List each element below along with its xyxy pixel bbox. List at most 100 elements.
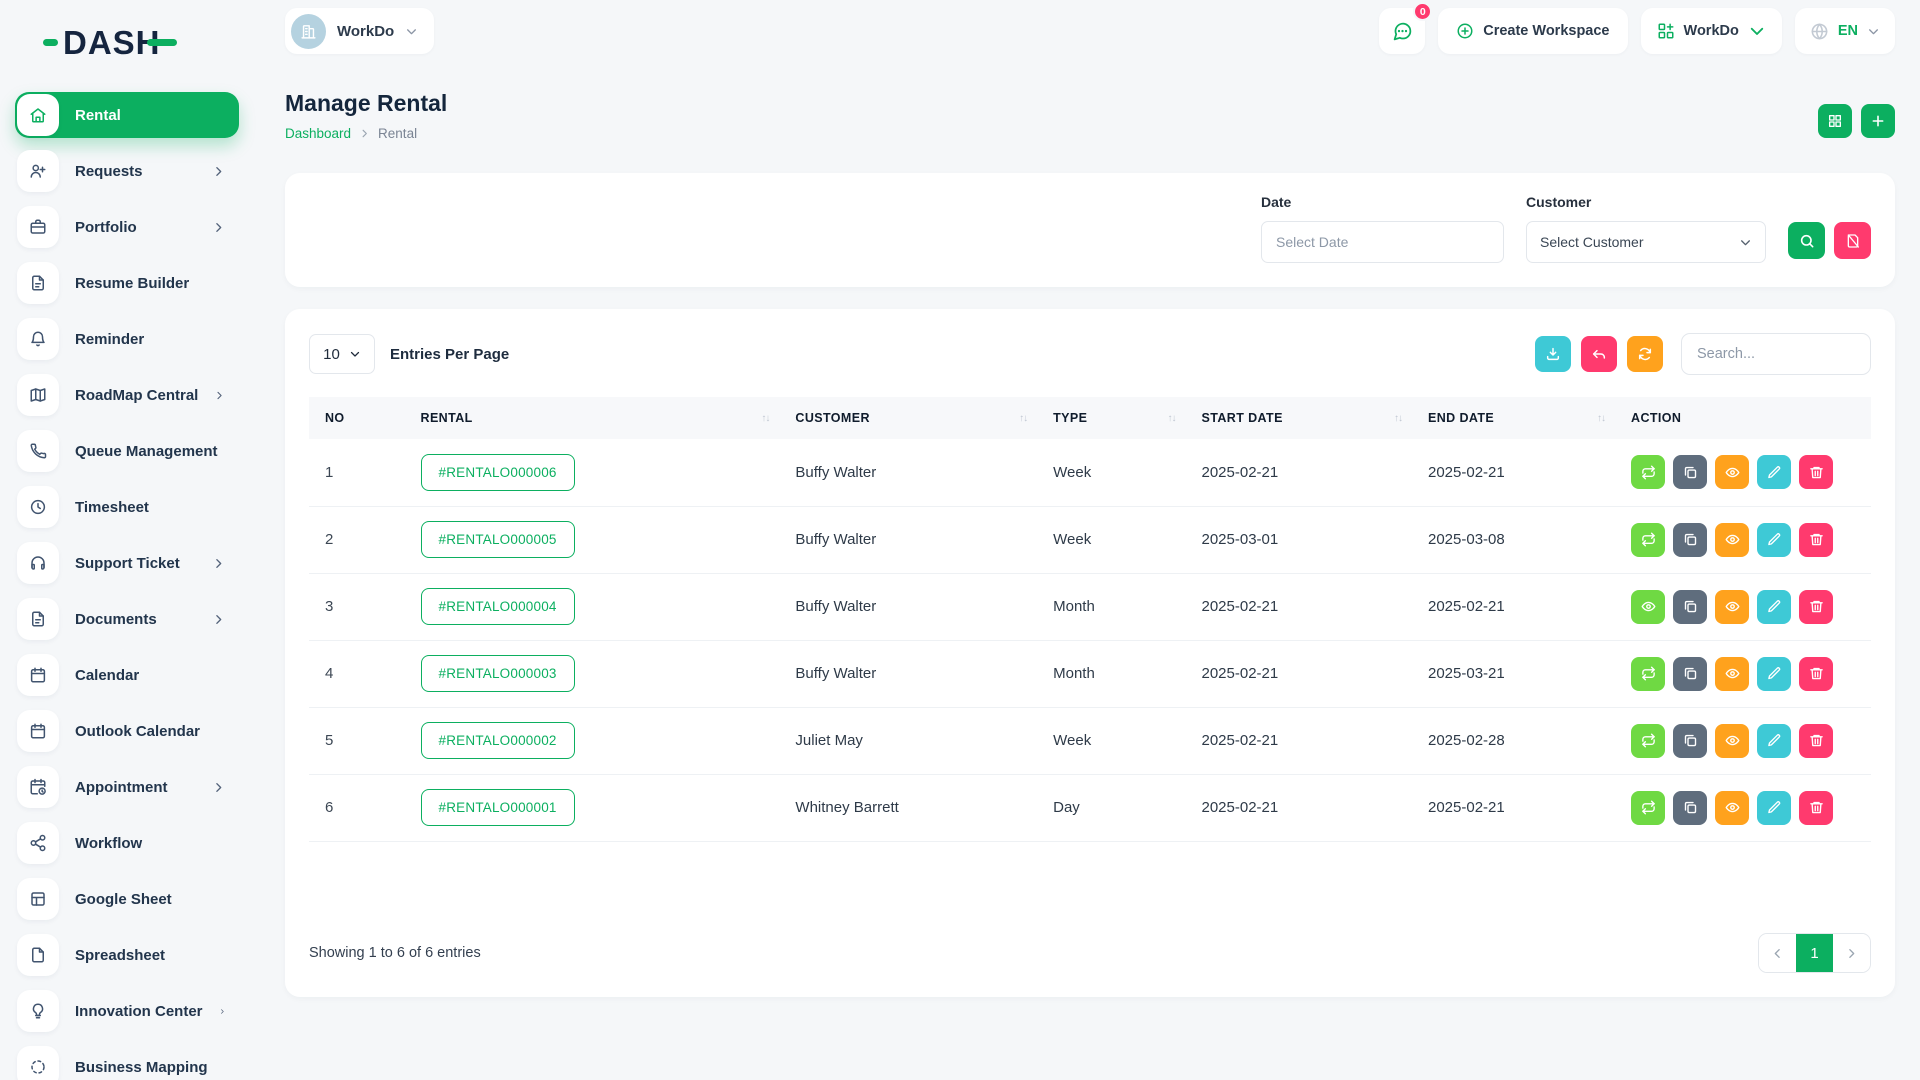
create-workspace-button[interactable]: Create Workspace xyxy=(1438,8,1627,54)
sidebar-item-spreadsheet[interactable]: Spreadsheet xyxy=(15,932,239,978)
sort-icon[interactable]: ↑↓ xyxy=(1597,413,1605,424)
headphones-icon xyxy=(17,542,59,584)
sort-icon[interactable]: ↑↓ xyxy=(1019,413,1027,424)
messages-button[interactable]: 0 xyxy=(1379,8,1425,54)
end-date-cell: 2025-03-21 xyxy=(1418,640,1621,707)
edit-button[interactable] xyxy=(1757,724,1791,758)
copy-icon xyxy=(1683,599,1698,614)
edit-button[interactable] xyxy=(1757,455,1791,489)
sidebar-item-rental[interactable]: Rental xyxy=(15,92,239,138)
duplicate-button[interactable] xyxy=(1673,455,1707,489)
sidebar-item-calendar[interactable]: Calendar xyxy=(15,652,239,698)
sidebar-item-requests[interactable]: Requests xyxy=(15,148,239,194)
table-row: 1 #RENTALO000006 Buffy Walter Week 2025-… xyxy=(309,439,1871,506)
logo-text: DASH xyxy=(63,26,161,59)
grid-plus-icon xyxy=(1657,22,1675,40)
workflow-icon xyxy=(17,822,59,864)
breadcrumb-dashboard-link[interactable]: Dashboard xyxy=(285,126,351,141)
convert-button[interactable] xyxy=(1631,724,1665,758)
delete-button[interactable] xyxy=(1799,791,1833,825)
rental-link[interactable]: #RENTALO000006 xyxy=(421,454,575,491)
delete-button[interactable] xyxy=(1799,455,1833,489)
sidebar-item-resume-builder[interactable]: Resume Builder xyxy=(15,260,239,306)
rental-link[interactable]: #RENTALO000001 xyxy=(421,789,575,826)
app-logo[interactable]: DASH xyxy=(43,22,260,62)
table-search-input[interactable] xyxy=(1681,333,1871,375)
undo-button[interactable] xyxy=(1581,336,1617,372)
calendar-clock-icon xyxy=(17,766,59,808)
column-header-rental[interactable]: RENTAL↑↓ xyxy=(411,397,786,439)
view-button[interactable] xyxy=(1715,523,1749,557)
column-header-end-date[interactable]: END DATE↑↓ xyxy=(1418,397,1621,439)
customer-select[interactable]: Select Customer xyxy=(1526,221,1766,263)
entries-select[interactable]: 10 xyxy=(309,334,375,374)
edit-button[interactable] xyxy=(1757,590,1791,624)
pagination-next-button[interactable] xyxy=(1833,934,1870,972)
workdo-menu-button[interactable]: WorkDo xyxy=(1641,8,1782,54)
sort-icon[interactable]: ↑↓ xyxy=(1168,413,1176,424)
clear-filter-button[interactable] xyxy=(1834,222,1871,259)
rental-link[interactable]: #RENTALO000003 xyxy=(421,655,575,692)
sort-icon[interactable]: ↑↓ xyxy=(761,413,769,424)
grid-view-button[interactable] xyxy=(1818,104,1852,138)
rental-link[interactable]: #RENTALO000005 xyxy=(421,521,575,558)
sidebar-item-workflow[interactable]: Workflow xyxy=(15,820,239,866)
add-rental-button[interactable] xyxy=(1861,104,1895,138)
language-selector[interactable]: EN xyxy=(1795,8,1895,54)
convert-button[interactable] xyxy=(1631,657,1665,691)
chevron-right-icon xyxy=(212,221,225,234)
view-button[interactable] xyxy=(1715,791,1749,825)
preview-button[interactable] xyxy=(1631,590,1665,624)
duplicate-button[interactable] xyxy=(1673,657,1707,691)
column-header-customer[interactable]: CUSTOMER↑↓ xyxy=(785,397,1043,439)
sidebar-item-business-mapping[interactable]: Business Mapping xyxy=(15,1044,239,1080)
date-filter-input[interactable] xyxy=(1261,221,1504,263)
sidebar-item-outlook-calendar[interactable]: Outlook Calendar xyxy=(15,708,239,754)
delete-button[interactable] xyxy=(1799,590,1833,624)
delete-button[interactable] xyxy=(1799,724,1833,758)
pagination-prev-button[interactable] xyxy=(1759,934,1796,972)
view-button[interactable] xyxy=(1715,724,1749,758)
repeat-icon xyxy=(1641,666,1656,681)
delete-button[interactable] xyxy=(1799,657,1833,691)
sidebar-nav: Rental Requests Portfolio Resume Builder… xyxy=(15,92,260,1080)
edit-button[interactable] xyxy=(1757,657,1791,691)
file-icon xyxy=(17,934,59,976)
sidebar-item-appointment[interactable]: Appointment xyxy=(15,764,239,810)
apply-filter-button[interactable] xyxy=(1788,222,1825,259)
convert-button[interactable] xyxy=(1631,455,1665,489)
rental-link[interactable]: #RENTALO000004 xyxy=(421,588,575,625)
sidebar-item-timesheet[interactable]: Timesheet xyxy=(15,484,239,530)
sidebar-item-portfolio[interactable]: Portfolio xyxy=(15,204,239,250)
type-cell: Week xyxy=(1043,707,1191,774)
edit-button[interactable] xyxy=(1757,523,1791,557)
convert-button[interactable] xyxy=(1631,523,1665,557)
delete-button[interactable] xyxy=(1799,523,1833,557)
refresh-button[interactable] xyxy=(1627,336,1663,372)
sidebar-item-documents[interactable]: Documents xyxy=(15,596,239,642)
customer-filter-label: Customer xyxy=(1526,194,1766,210)
column-header-start-date[interactable]: START DATE↑↓ xyxy=(1192,397,1418,439)
sidebar-item-support-ticket[interactable]: Support Ticket xyxy=(15,540,239,586)
view-button[interactable] xyxy=(1715,657,1749,691)
edit-button[interactable] xyxy=(1757,791,1791,825)
export-button[interactable] xyxy=(1535,336,1571,372)
sidebar-item-google-sheet[interactable]: Google Sheet xyxy=(15,876,239,922)
duplicate-button[interactable] xyxy=(1673,523,1707,557)
sidebar-item-innovation-center[interactable]: Innovation Center xyxy=(15,988,239,1034)
row-number: 3 xyxy=(309,573,411,640)
table-row: 2 #RENTALO000005 Buffy Walter Week 2025-… xyxy=(309,506,1871,573)
rental-link[interactable]: #RENTALO000002 xyxy=(421,722,575,759)
sort-icon[interactable]: ↑↓ xyxy=(1394,413,1402,424)
column-header-type[interactable]: TYPE↑↓ xyxy=(1043,397,1191,439)
convert-button[interactable] xyxy=(1631,791,1665,825)
sidebar-item-reminder[interactable]: Reminder xyxy=(15,316,239,362)
sidebar-item-roadmap-central[interactable]: RoadMap Central xyxy=(15,372,239,418)
view-button[interactable] xyxy=(1715,455,1749,489)
duplicate-button[interactable] xyxy=(1673,724,1707,758)
view-button[interactable] xyxy=(1715,590,1749,624)
workspace-switcher[interactable]: WorkDo xyxy=(285,8,434,54)
duplicate-button[interactable] xyxy=(1673,590,1707,624)
sidebar-item-queue-management[interactable]: Queue Management xyxy=(15,428,239,474)
duplicate-button[interactable] xyxy=(1673,791,1707,825)
